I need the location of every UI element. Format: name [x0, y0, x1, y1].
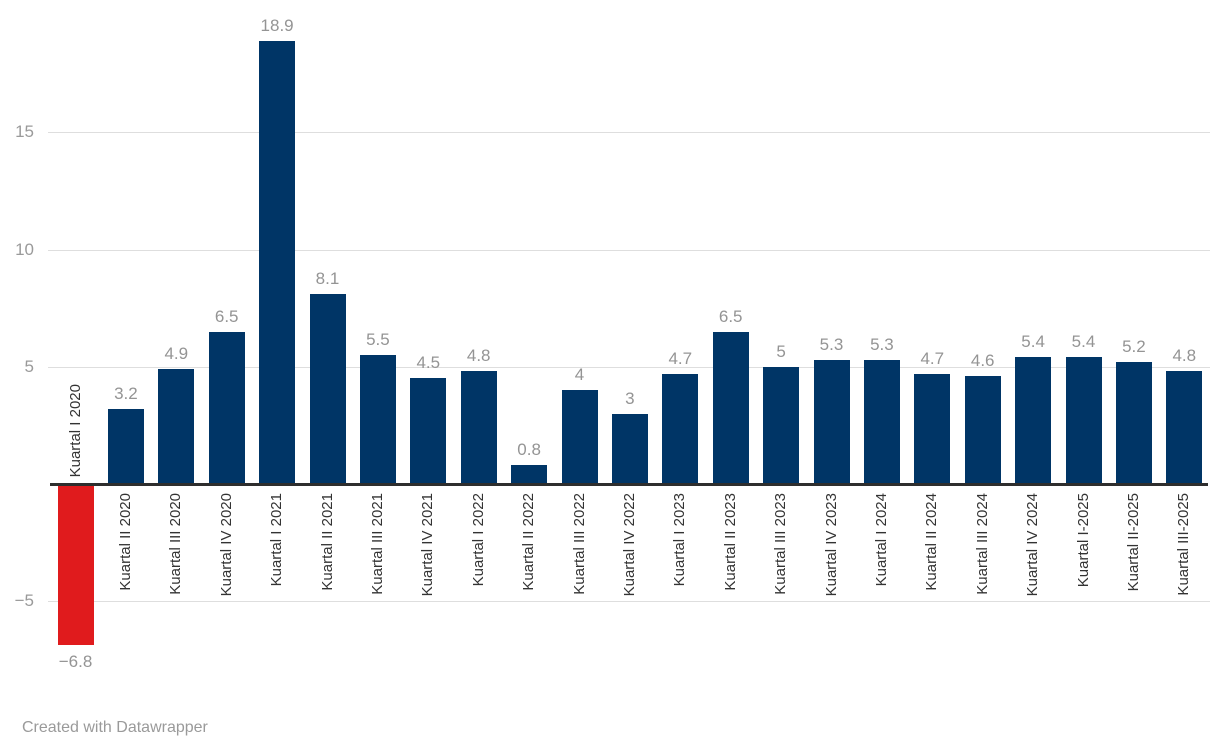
bar[interactable] — [1065, 357, 1102, 484]
bar-value-label: 6.5 — [214, 306, 239, 326]
x-axis-category-label: Kuartal I 2024 — [872, 493, 890, 587]
bar[interactable] — [57, 485, 94, 645]
bar[interactable] — [1115, 362, 1152, 484]
bar[interactable] — [813, 359, 850, 484]
bar-value-label: −6.8 — [58, 651, 93, 671]
bar[interactable] — [863, 359, 900, 484]
bar-value-label: 0.8 — [517, 440, 541, 460]
bar[interactable] — [964, 376, 1001, 484]
x-axis-category-label: Kuartal II 2023 — [721, 493, 739, 591]
x-axis-category-label: Kuartal IV 2023 — [822, 493, 840, 597]
bar-value-label: 4.8 — [466, 346, 491, 366]
bar[interactable] — [208, 331, 245, 484]
gridline — [48, 601, 1210, 603]
bar-value-label: 8.1 — [315, 269, 340, 289]
bar-value-label: 5.2 — [1122, 337, 1146, 357]
bar[interactable] — [259, 40, 296, 484]
x-axis-category-label: Kuartal II 2021 — [318, 493, 336, 591]
x-axis-category-label: Kuartal III 2022 — [570, 493, 588, 595]
x-axis-category-label: Kuartal II 2022 — [520, 493, 538, 591]
x-axis-category-label: Kuartal III 2024 — [973, 493, 991, 595]
gridline — [48, 366, 1210, 368]
bar[interactable] — [1166, 371, 1203, 484]
x-axis-baseline — [50, 483, 1208, 486]
bar-value-label: 4.9 — [164, 344, 189, 364]
bar[interactable] — [107, 408, 144, 484]
x-axis-category-label: Kuartal III 2023 — [772, 493, 790, 595]
y-axis-tick-label: −5 — [14, 591, 34, 611]
x-axis-category-label: Kuartal I 2021 — [268, 493, 286, 587]
bar-value-label: 18.9 — [260, 15, 294, 35]
x-axis-category-label: Kuartal III 2020 — [167, 493, 185, 595]
bar-value-label: 5.3 — [870, 334, 894, 354]
datawrapper-credit-link[interactable]: Created with Datawrapper — [22, 719, 208, 736]
bar-value-label: 5.4 — [1021, 332, 1045, 352]
bar[interactable] — [309, 294, 346, 484]
x-axis-category-label: Kuartal III 2021 — [368, 493, 386, 595]
bar[interactable] — [763, 366, 800, 484]
bar[interactable] — [359, 355, 396, 484]
x-axis-category-label: Kuartal IV 2020 — [217, 493, 235, 597]
x-axis-category-label: Kuartal I 2022 — [469, 493, 487, 587]
x-axis-category-label: Kuartal I 2023 — [671, 493, 689, 587]
bar[interactable] — [511, 465, 548, 484]
y-axis-tick-label: 10 — [15, 239, 34, 259]
bar-value-label: 4.6 — [970, 351, 995, 371]
bar-value-label: 4.8 — [1172, 346, 1197, 366]
x-axis-category-label: Kuartal IV 2024 — [1024, 493, 1042, 597]
bar[interactable] — [611, 413, 648, 484]
y-axis-tick-label: 5 — [24, 356, 34, 376]
bar-value-label: 5 — [776, 341, 786, 361]
bar[interactable] — [914, 373, 951, 484]
x-axis-category-label: Kuartal II-2025 — [1124, 493, 1142, 592]
bar-value-label: 5.4 — [1071, 332, 1096, 352]
bar-value-label: 4.5 — [416, 353, 441, 373]
gridline — [48, 249, 1210, 251]
bar-value-label: 5.3 — [819, 334, 844, 354]
bar[interactable] — [561, 390, 598, 484]
bar-value-label: 5.5 — [366, 330, 390, 350]
gridline — [48, 132, 1210, 134]
x-axis-category-label: Kuartal I 2020 — [66, 383, 84, 477]
bar-value-label: 3 — [625, 388, 635, 408]
bar[interactable] — [712, 331, 749, 484]
x-axis-category-label: Kuartal II 2024 — [923, 493, 941, 591]
bar[interactable] — [662, 373, 699, 484]
x-axis-category-label: Kuartal III-2025 — [1175, 493, 1193, 596]
bar-value-label: 4 — [574, 365, 585, 385]
bar[interactable] — [410, 378, 447, 484]
x-axis-category-label: Kuartal IV 2022 — [620, 493, 638, 597]
bar[interactable] — [1015, 357, 1052, 484]
x-axis-category-label: Kuartal I-2025 — [1074, 493, 1092, 588]
x-axis-category-label: Kuartal IV 2021 — [419, 493, 437, 597]
x-axis-category-label: Kuartal II 2020 — [116, 493, 134, 591]
bar-value-label: 4.7 — [920, 348, 945, 368]
bar[interactable] — [158, 369, 195, 484]
bar-value-label: 4.7 — [668, 348, 693, 368]
bar-value-label: 6.5 — [718, 306, 743, 326]
bar-value-label: 3.2 — [114, 383, 138, 403]
bar[interactable] — [460, 371, 497, 484]
y-axis-tick-label: 15 — [15, 122, 34, 142]
